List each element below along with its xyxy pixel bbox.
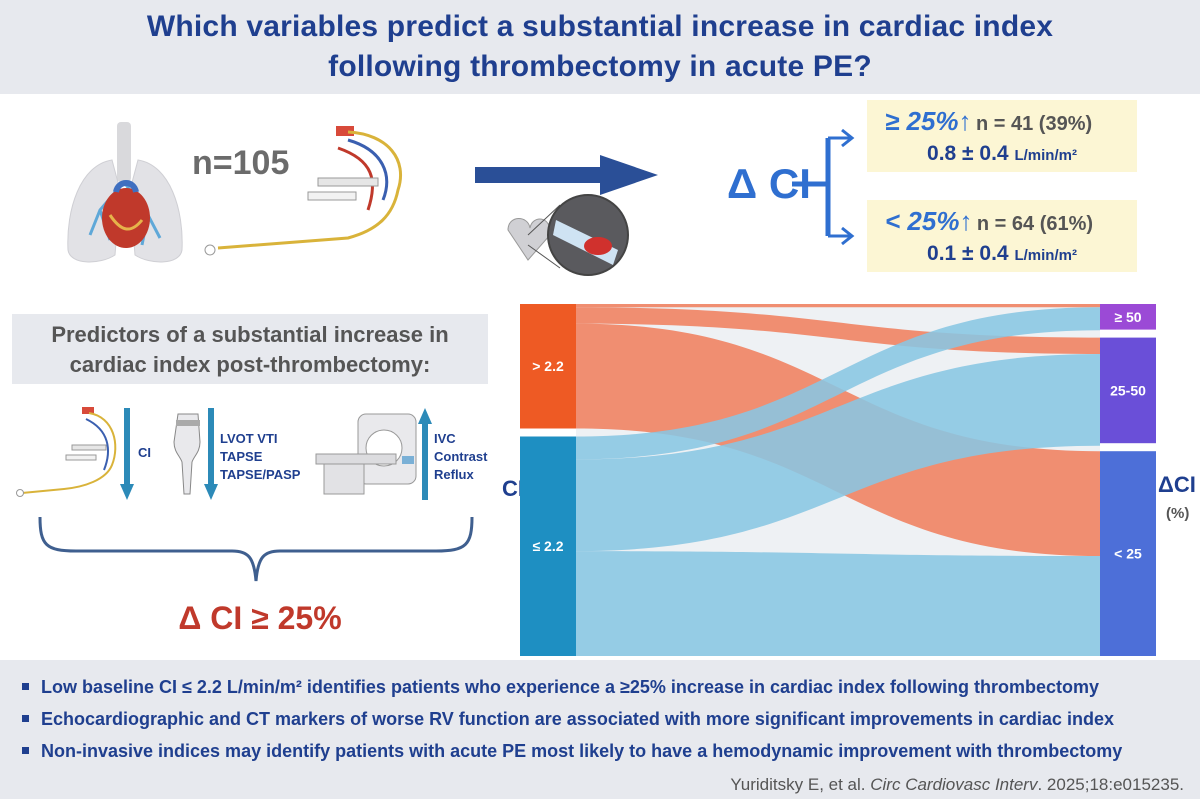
decrease-arrow-echo	[204, 408, 218, 500]
cohort-size: n=105	[192, 144, 290, 182]
predictor-contrast: Contrast	[434, 449, 488, 464]
sankey-chart: > 2.2 ≤ 2.2 ≥ 50 25-50 < 25	[520, 304, 1156, 656]
predictor-tapse: TAPSE	[220, 449, 263, 464]
conclusion-text: Non-invasive indices may identify patien…	[41, 741, 1123, 761]
predictors-title-box: Predictors of a substantial increase in …	[12, 314, 488, 384]
ct-scanner-icon	[315, 413, 417, 495]
predictors-result: Δ CI ≥ 25%	[178, 600, 342, 636]
bullet-square-icon	[22, 682, 29, 690]
sankey-target-node	[1100, 304, 1156, 330]
thrombectomy-catheter-illustration	[204, 126, 403, 256]
small-catheter-illustration	[16, 407, 117, 497]
citation: Yuriditsky E, et al. Circ Cardiovasc Int…	[730, 775, 1184, 795]
result-box-low: < 25%↑ n = 64 (61%) 0.1 ± 0.4 L/min/m²	[867, 200, 1137, 272]
big-right-arrow	[475, 155, 658, 195]
conclusion-text: Low baseline CI ≤ 2.2 L/min/m² identifie…	[41, 677, 1100, 697]
group-count-low: n = 64 (61%)	[976, 213, 1094, 235]
predictors-curly-brace	[38, 516, 474, 582]
increase-arrow-ct	[418, 408, 432, 500]
sankey-target-node	[1100, 337, 1156, 444]
sankey-target-node-label: ≥ 50	[1114, 309, 1141, 325]
unit-low: L/min/m²	[1014, 247, 1077, 264]
up-arrow-icon: ↑	[959, 206, 973, 236]
title-line-1: Which variables predict a substantial in…	[146, 10, 1054, 43]
sankey-flow	[576, 304, 1100, 308]
conclusions-footer: Low baseline CI ≤ 2.2 L/min/m² identifie…	[0, 660, 1200, 799]
sankey-target-node-label: < 25	[1114, 546, 1142, 562]
decrease-arrow-ci	[120, 408, 134, 500]
up-arrow-icon: ↑	[958, 106, 972, 136]
predictors-title-line-1: Predictors of a substantial increase in	[51, 322, 449, 347]
predictor-ivc: IVC	[434, 431, 456, 446]
predictor-reflux: Reflux	[434, 467, 474, 482]
predictor-tapse-pasp: TAPSE/PASP	[220, 467, 301, 482]
threshold-low: < 25%	[885, 206, 960, 236]
threshold-high: ≥ 25%	[885, 106, 959, 136]
conclusion-item: Non-invasive indices may identify patien…	[22, 741, 1122, 762]
citation-journal: Circ Cardiovasc Interv	[870, 775, 1038, 794]
sankey-source-node-label: > 2.2	[532, 358, 564, 374]
predictor-echo-labels: LVOT VTI TAPSE TAPSE/PASP	[220, 430, 300, 484]
sankey-right-axis-unit: (%)	[1166, 505, 1190, 522]
mean-change-high: 0.8 ± 0.4	[927, 142, 1009, 165]
sankey-flow	[576, 307, 1100, 460]
lungs-heart-illustration	[67, 122, 183, 263]
predictor-lvot-vti: LVOT VTI	[220, 431, 278, 446]
unit-high: L/min/m²	[1014, 147, 1077, 164]
bullet-square-icon	[22, 746, 29, 754]
title-line-2: following thrombectomy in acute PE?	[328, 50, 872, 83]
conclusion-text: Echocardiographic and CT markers of wors…	[41, 709, 1114, 729]
mean-change-low: 0.1 ± 0.4	[927, 242, 1009, 265]
sankey-source-node-label: ≤ 2.2	[532, 538, 563, 554]
sankey-right-axis-label: ΔCI	[1158, 472, 1196, 497]
ultrasound-probe-icon	[173, 413, 201, 495]
title-band: Which variables predict a substantial in…	[0, 0, 1200, 94]
predictor-ct-labels: IVC Contrast Reflux	[434, 430, 487, 484]
conclusion-item: Echocardiographic and CT markers of wors…	[22, 709, 1114, 730]
predictor-ci-label: CI	[138, 445, 151, 460]
citation-authors: Yuriditsky E, et al.	[730, 775, 866, 794]
sankey-flow	[576, 551, 1100, 656]
sankey-target-node-label: 25-50	[1110, 382, 1146, 398]
group-count-high: n = 41 (39%)	[975, 113, 1093, 135]
sankey-source-node	[520, 436, 576, 656]
sankey-left-axis-label: CI	[502, 476, 524, 501]
clot-magnification-illustration	[507, 194, 629, 276]
sankey-source-node	[520, 304, 576, 429]
sankey-target-node	[1100, 451, 1156, 656]
bullet-square-icon	[22, 714, 29, 722]
sankey-flow	[576, 353, 1100, 552]
predictors-title-line-2: cardiac index post-thrombectomy:	[69, 352, 431, 377]
conclusion-item: Low baseline CI ≤ 2.2 L/min/m² identifie…	[22, 677, 1099, 698]
result-box-high: ≥ 25%↑ n = 41 (39%) 0.8 ± 0.4 L/min/m²	[867, 100, 1137, 172]
citation-details: . 2025;18:e015235.	[1037, 775, 1184, 794]
outcome-bracket	[792, 128, 855, 246]
